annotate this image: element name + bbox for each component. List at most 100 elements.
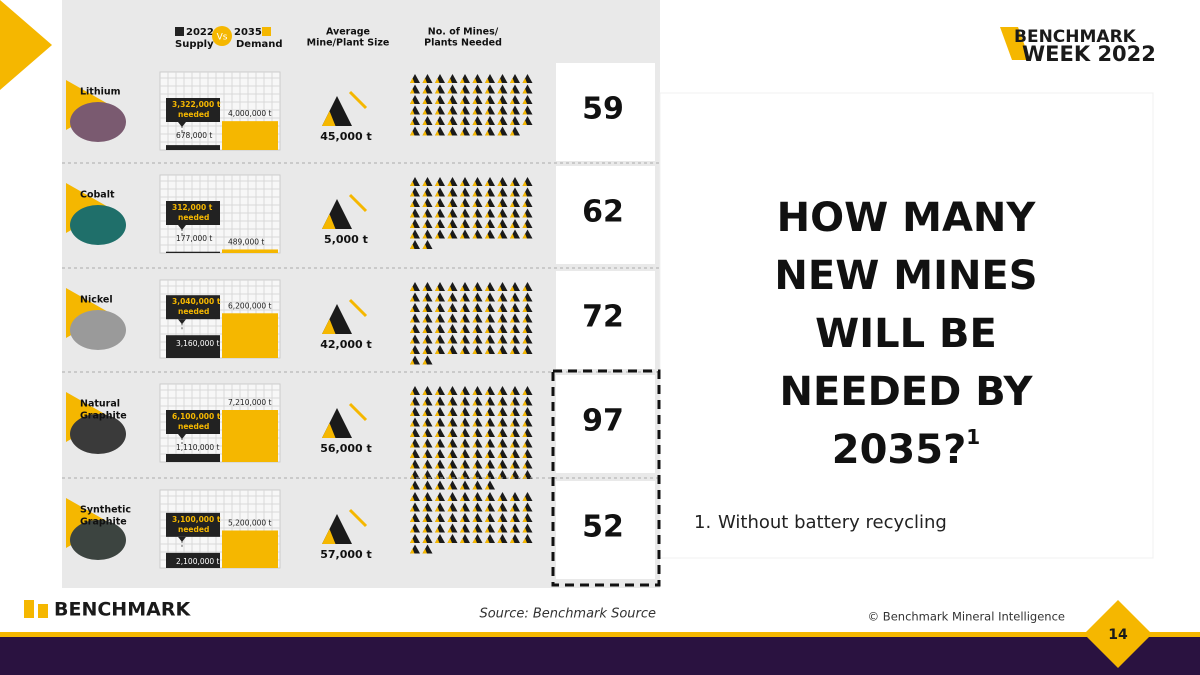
mine-accent <box>497 463 502 469</box>
mine-accent <box>485 223 490 228</box>
mine-accent <box>447 453 452 458</box>
mine <box>422 303 433 312</box>
mine-accent <box>510 191 515 197</box>
mine-accent <box>497 88 502 94</box>
mine <box>435 534 445 543</box>
mine <box>522 292 533 302</box>
mine-accent <box>472 109 477 115</box>
mine <box>522 523 533 533</box>
mine <box>447 74 458 83</box>
mine-accent <box>485 421 490 427</box>
mine <box>497 219 508 228</box>
mine <box>522 513 533 522</box>
mine <box>410 449 420 458</box>
mine <box>510 502 520 512</box>
legend-label: Supply <box>175 39 214 50</box>
mine-accent <box>410 411 415 416</box>
mine-accent <box>497 496 502 501</box>
mine-accent <box>497 421 502 427</box>
mine <box>485 449 495 458</box>
logo-mark <box>38 604 48 618</box>
mine <box>435 324 445 333</box>
mine-accent <box>422 181 427 186</box>
heading-line: WILL BE <box>815 311 997 357</box>
mine-accent <box>410 548 415 554</box>
needed-label: 6,100,000 t <box>172 412 221 421</box>
mine-accent <box>460 538 465 543</box>
mine <box>410 355 420 365</box>
mine-accent <box>435 223 440 228</box>
heading-line: HOW MANY <box>777 195 1037 241</box>
mine <box>435 396 445 406</box>
mine <box>460 219 470 228</box>
mine-accent <box>522 78 527 83</box>
mine-accent <box>485 286 490 291</box>
mine-accent <box>435 349 440 354</box>
mine <box>510 229 520 239</box>
plant-size: 45,000 t <box>320 130 372 143</box>
mine-accent <box>435 212 440 218</box>
count: 59 <box>582 92 624 127</box>
mine <box>422 126 433 136</box>
mine <box>510 84 520 94</box>
supply-label: 3,160,000 t <box>176 339 220 348</box>
mine-accent <box>435 109 440 115</box>
mine <box>410 116 420 125</box>
mine <box>510 513 520 522</box>
mine <box>422 502 433 512</box>
mineral-name: Synthetic <box>80 505 131 516</box>
mine-accent <box>422 233 427 239</box>
mine-accent <box>460 307 465 312</box>
mine-accent <box>447 317 452 323</box>
mine-accent <box>447 181 452 186</box>
mine-accent <box>485 463 490 469</box>
mine <box>510 292 520 302</box>
mine <box>485 534 495 543</box>
mine <box>435 303 445 312</box>
pickaxe <box>348 298 368 318</box>
mine <box>447 438 458 448</box>
plant-size: 42,000 t <box>320 338 372 351</box>
mine-accent <box>485 400 490 406</box>
mine <box>447 116 458 125</box>
mine <box>460 303 470 312</box>
mine <box>485 229 495 239</box>
mine-accent <box>485 130 490 136</box>
mine-accent <box>497 338 502 344</box>
mine <box>435 292 445 302</box>
needed-pointer <box>178 122 186 127</box>
heading-line: 2035?1 <box>832 425 980 474</box>
mine <box>447 324 458 333</box>
mine-accent <box>485 233 490 239</box>
copyright: © Benchmark Mineral Intelligence <box>868 610 1065 624</box>
mine-accent <box>497 233 502 239</box>
mine <box>422 187 433 197</box>
mine-accent <box>510 442 515 448</box>
mine-accent <box>485 307 490 312</box>
mine-accent <box>510 349 515 354</box>
mine-accent <box>497 527 502 533</box>
mine <box>472 492 483 501</box>
footnote-text: Without battery recycling <box>718 512 947 533</box>
mine-accent <box>497 400 502 406</box>
mine <box>422 95 433 104</box>
mine-accent <box>472 484 477 490</box>
mine <box>410 407 420 416</box>
mine <box>447 177 458 186</box>
mineral-name: Cobalt <box>80 190 115 201</box>
mine-accent <box>422 463 427 469</box>
mine-accent <box>447 390 452 395</box>
mine <box>460 229 470 239</box>
mine <box>422 313 433 323</box>
mine <box>460 396 470 406</box>
mine-accent <box>447 212 452 218</box>
mine <box>460 428 470 437</box>
mine <box>435 407 445 416</box>
mine <box>435 219 445 228</box>
mine-accent <box>485 181 490 186</box>
mine-accent <box>497 223 502 228</box>
brand-event: BENCHMARK <box>1014 27 1137 47</box>
mine <box>522 534 533 543</box>
mine-accent <box>522 109 527 115</box>
mine <box>410 198 420 207</box>
